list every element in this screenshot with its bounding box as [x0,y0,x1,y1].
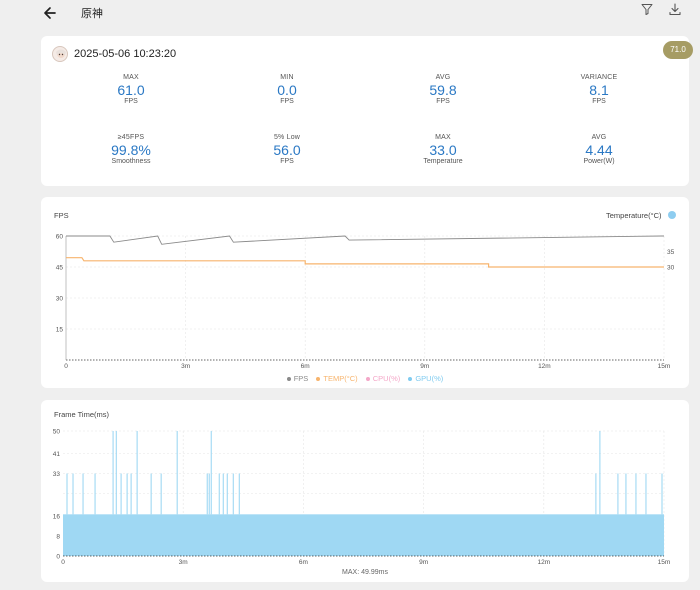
x-tick-label: 0 [64,363,68,370]
stat-unit: FPS [124,98,138,105]
back-button[interactable] [40,3,62,23]
y-tick-label: 30 [56,295,64,302]
y-tick-label: 60 [56,233,64,240]
y-tick-label: 50 [53,428,61,435]
y-tick-label: 41 [53,451,61,458]
game-avatar [52,46,68,62]
top-bar: 原神 [0,0,700,30]
legend-label: FPS [293,374,309,383]
stat-unit: FPS [592,98,606,105]
stat-min-fps: MIN 0.0 FPS [237,74,337,105]
frametime-chart-card: Frame Time(ms) 50 41 33 16 8 0 0 3m 6m 9m 12m 15m M… [41,400,689,582]
stat-label: AVG [591,134,607,141]
x-tick-label: 9m [420,363,429,370]
page-title: 原神 [81,8,103,20]
x-tick-label: 6m [301,363,310,370]
stat-value: 4.44 [585,142,613,158]
x-tick-label: 0 [61,559,65,566]
series-line-temp [66,257,664,268]
stat-label: MAX [123,74,139,81]
stat-max-fps: MAX 61.0 FPS [81,74,181,105]
filter-icon [641,4,653,15]
stat-label: AVG [435,74,451,81]
stat-label: 5% Low [273,134,301,141]
temperature-toggle[interactable] [668,211,676,219]
series-line-fps [66,235,664,245]
x-tick-label: 12m [538,363,551,370]
stat-variance: VARIANCE 8.1 FPS [549,74,649,105]
y-tick-label: 45 [56,264,64,271]
stat-value: 33.0 [429,142,457,158]
stat-value: 99.8% [111,142,151,158]
stat-value: 56.0 [273,142,301,158]
stat-unit: FPS [436,98,450,105]
y2-tick-label: 35 [667,249,675,256]
stat-label: ≥45FPS [117,134,145,141]
x-tick-label: 12m [537,559,550,566]
stat-5pct-low: 5% Low 56.0 FPS [237,134,337,165]
session-date: 2025-05-06 10:23:20 [74,48,177,60]
fps-chart-title: FPS [54,211,69,220]
legend-fps[interactable]: FPS [286,374,309,383]
y-tick-label: 16 [53,513,61,520]
legend-label: GPU(%) [415,374,444,383]
y-tick-label: 0 [56,553,60,560]
legend-temp[interactable]: TEMP(°C) [316,374,358,383]
y-tick-label: 15 [56,326,64,333]
temperature-axis-label: Temperature(°C) [606,211,662,220]
stat-value: 61.0 [117,82,145,98]
stat-unit: Power(W) [583,158,615,165]
x-tick-label: 9m [419,559,428,566]
arrow-left-icon [44,7,56,19]
stat-label: MIN [280,74,294,81]
stat-smoothness: ≥45FPS 99.8% Smoothness [81,134,181,165]
legend-cpu[interactable]: CPU(%) [365,374,401,383]
download-icon [669,3,681,16]
download-button[interactable] [668,2,682,16]
stat-avg-power: AVG 4.44 Power(W) [549,134,649,165]
stat-value: 0.0 [277,82,297,98]
legend-label: CPU(%) [372,374,401,383]
stat-label: VARIANCE [580,74,618,81]
frametime-max-note: MAX: 49.99ms [342,569,388,576]
stat-unit: Temperature [423,158,463,165]
summary-card: 2025-05-06 10:23:20 MAX 61.0 FPS MIN 0.0… [41,36,689,186]
stat-avg-fps: AVG 59.8 FPS [393,74,493,105]
fps-chart: 0 3m 6m 9m 12m 15m 60 45 30 15 35 30 [56,233,675,370]
stat-unit: FPS [280,98,294,105]
y2-tick-label: 30 [667,264,675,271]
x-tick-label: 15m [658,559,671,566]
x-tick-label: 15m [658,363,671,370]
frametime-baseline-fill [63,514,664,556]
x-tick-label: 3m [179,559,188,566]
filter-button[interactable] [640,2,654,16]
fps-legend: FPS TEMP(°C) CPU(%) GPU(%) [41,374,689,383]
legend-gpu[interactable]: GPU(%) [408,374,443,383]
y-tick-label: 33 [53,471,61,478]
stat-label: MAX [435,134,451,141]
stat-unit: Smoothness [111,158,151,165]
stat-max-temp: MAX 33.0 Temperature [393,134,493,165]
x-tick-label: 6m [299,559,308,566]
y-tick-label: 8 [56,533,60,540]
frametime-chart: 50 41 33 16 8 00 3m 6m 9m 12m 15m [53,428,671,566]
score-badge: 71.0 [663,41,693,59]
x-tick-label: 3m [181,363,190,370]
fps-chart-card: FPS Temperature(°C) 0 3m 6m 9m 12m 15m 60 45 30 1… [41,197,689,388]
legend-label: TEMP(°C) [323,374,358,383]
frametime-chart-title: Frame Time(ms) [54,410,109,419]
stat-unit: FPS [280,158,294,165]
stat-value: 59.8 [429,82,457,98]
stat-value: 8.1 [589,82,609,98]
